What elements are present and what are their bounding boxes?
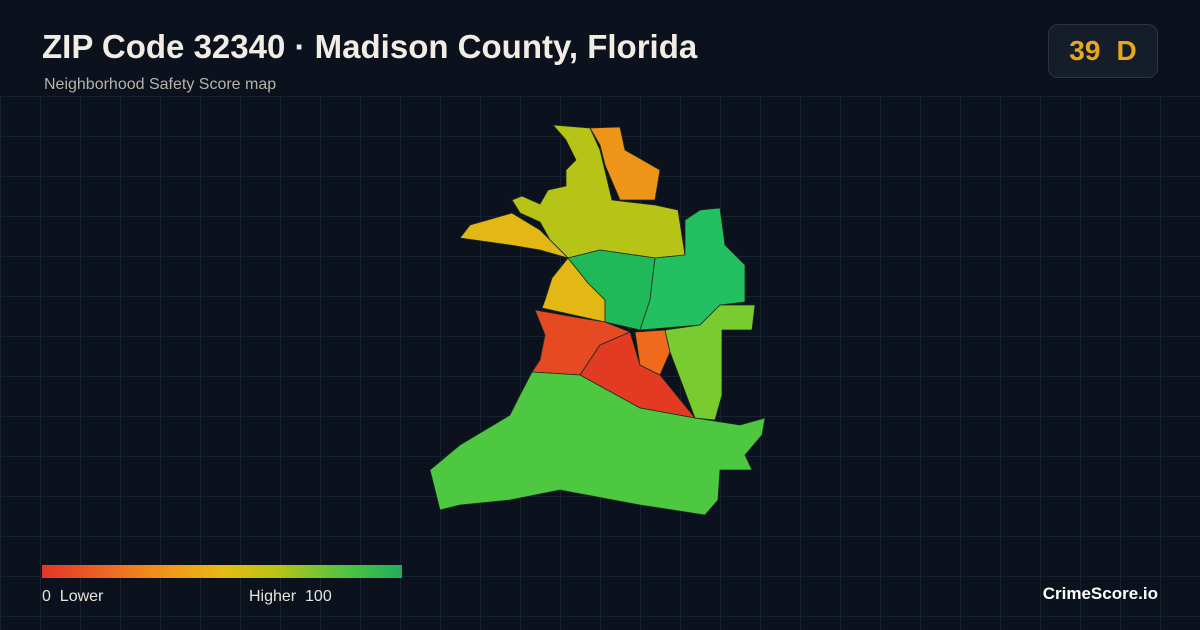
subtitle: Neighborhood Safety Score map [44,76,277,93]
score-badge: 39 D [1048,24,1158,78]
title: ZIP Code 32340 · Madison County, Florida [42,28,698,65]
legend-labels: Higher 100 [249,588,332,606]
score-grade: D [1116,35,1137,66]
region [511,124,686,259]
region [634,329,671,376]
region [459,212,606,323]
score-value: 39 [1069,35,1101,66]
legend-min: 0 [42,588,51,605]
legend-min-label: Lower [59,588,104,605]
region [589,126,661,201]
legend-max: 100 [305,588,332,605]
legend-max-label: Higher [249,588,297,605]
legend-gradient [42,565,402,578]
region [664,304,756,421]
legend-labels: 0 Lower [42,588,103,606]
brand: CrimeScore.io [1042,584,1158,603]
region [429,371,766,516]
region [639,207,746,331]
